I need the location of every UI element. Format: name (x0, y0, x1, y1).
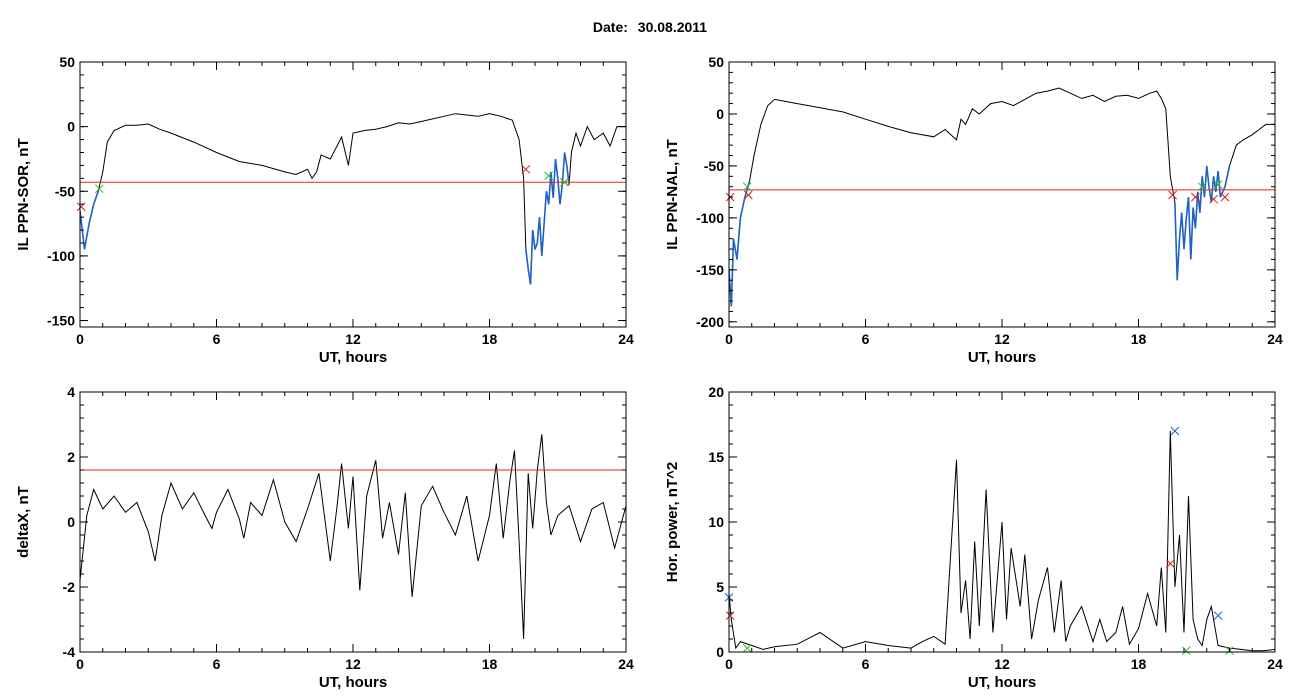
x-tick-label: 6 (213, 331, 221, 347)
y-tick-label: 50 (59, 54, 75, 70)
y-tick-label: -200 (696, 314, 724, 330)
series-line (80, 113, 626, 285)
y-tick-label: -100 (47, 248, 75, 264)
y-tick-label: 10 (708, 514, 724, 530)
marker-green-2 (1181, 646, 1191, 656)
x-axis-label: UT, hours (319, 349, 387, 366)
marker-red-2 (521, 164, 531, 174)
y-tick-label: 0 (716, 644, 724, 660)
x-tick-label: 24 (618, 331, 634, 347)
y-axis-label: IL PPN-SOR, nT (15, 138, 32, 250)
x-tick-label: 0 (725, 331, 733, 347)
highlight-segment-1 (80, 191, 99, 250)
marker-green-1 (742, 182, 752, 192)
marker-green-2 (544, 171, 554, 181)
chart-panel-1: 0 6 12 18 24 -150 -100 -50 0 50 UT, hours IL PPN-SO… (15, 54, 634, 366)
x-axis-label: UT, hours (968, 349, 1036, 366)
x-axis-label: UT, hours (319, 674, 387, 691)
y-tick-label: -150 (47, 313, 75, 329)
marker-red-3 (1168, 190, 1177, 200)
x-tick-label: 6 (862, 331, 870, 347)
chart-panel-2: 0 6 12 18 24 -200 -150 -100 -50 0 50 UT, hours IL PP… (664, 54, 1283, 366)
marker-red-4 (1191, 192, 1200, 202)
series-line (729, 87, 1275, 307)
date-value: 30.08.2011 (637, 19, 708, 35)
y-tick-label: 0 (67, 119, 75, 135)
series-line (80, 434, 626, 640)
x-tick-label: 12 (345, 656, 361, 672)
highlight-segment-1 (729, 181, 751, 307)
x-tick-label: 12 (994, 656, 1010, 672)
marker-red-2 (743, 190, 753, 200)
highlight-segment-2 (1174, 165, 1231, 281)
x-tick-label: 18 (482, 331, 498, 347)
x-tick-label: 6 (213, 656, 221, 672)
plot-frame (79, 61, 627, 328)
y-tick-label: 0 (716, 106, 724, 122)
marker-red-6 (1220, 192, 1230, 202)
y-tick-label: -50 (704, 158, 724, 174)
y-axis-label: IL PPN-NAL, nT (664, 139, 681, 250)
y-tick-label: 0 (67, 514, 75, 530)
y-tick-label: 2 (67, 449, 75, 465)
marker-red-2 (1165, 559, 1175, 568)
marker-red-5 (1209, 194, 1218, 204)
y-tick-label: 5 (716, 579, 724, 595)
marker-green-2 (1197, 182, 1207, 192)
plot-frame (79, 391, 627, 653)
x-tick-label: 18 (1131, 656, 1147, 672)
x-tick-label: 18 (482, 656, 498, 672)
x-tick-label: 6 (862, 656, 870, 672)
x-tick-label: 24 (1267, 656, 1283, 672)
x-tick-label: 0 (76, 331, 84, 347)
x-tick-label: 24 (1267, 331, 1283, 347)
x-tick-label: 0 (725, 656, 733, 672)
marker-blue-3 (1213, 611, 1223, 620)
series-line (729, 430, 1275, 652)
y-tick-label: -50 (55, 183, 75, 199)
y-tick-label: 15 (708, 449, 724, 465)
marker-green-3 (1213, 180, 1223, 189)
y-tick-label: 50 (708, 54, 724, 70)
marker-blue-2 (1170, 426, 1180, 436)
y-tick-label: 4 (67, 384, 75, 400)
y-axis-label: deltaX, nT (15, 486, 32, 558)
marker-green-1 (94, 184, 104, 194)
highlight-segment-2 (525, 152, 570, 285)
x-tick-label: 18 (1131, 331, 1147, 347)
y-tick-label: -4 (63, 644, 76, 660)
x-tick-label: 12 (994, 331, 1010, 347)
x-tick-label: 24 (618, 656, 634, 672)
date-label: Date: (592, 19, 628, 35)
marker-green-3 (560, 177, 569, 187)
chart-panel-4: 0 6 12 18 24 0 5 10 15 20 UT, hours Hor. power, nT^… (664, 384, 1283, 691)
x-tick-label: 0 (76, 656, 84, 672)
y-tick-label: -100 (696, 210, 724, 226)
marker-green-1 (742, 643, 752, 653)
y-tick-label: 20 (708, 384, 724, 400)
y-axis-label: Hor. power, nT^2 (664, 462, 681, 582)
x-axis-label: UT, hours (968, 674, 1036, 691)
y-tick-label: -2 (63, 579, 76, 595)
x-tick-label: 12 (345, 331, 361, 347)
y-tick-label: -150 (696, 262, 724, 278)
date-title: Date: 30.08.2011 (0, 19, 1300, 35)
